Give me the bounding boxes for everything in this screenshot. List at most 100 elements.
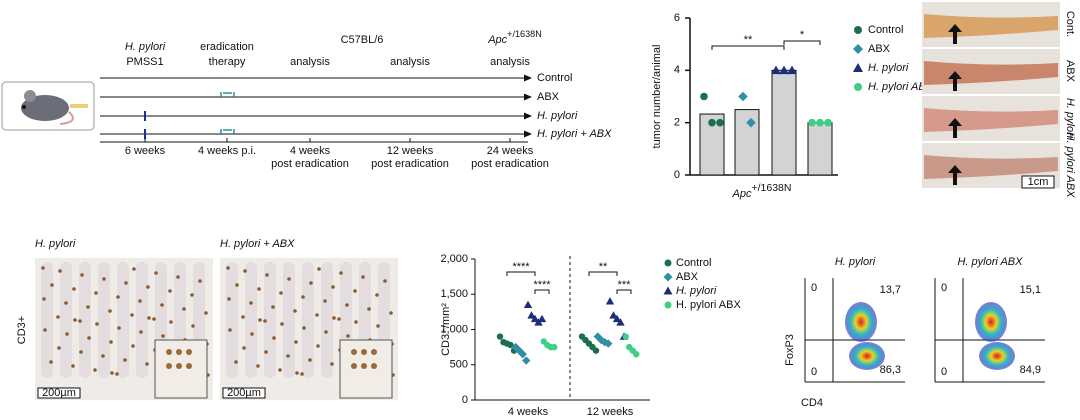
x-tick-label: 4 weeks bbox=[508, 406, 549, 418]
sig-bracket bbox=[783, 40, 821, 45]
cell bbox=[102, 277, 106, 281]
legend-marker bbox=[854, 26, 862, 34]
data-point bbox=[604, 339, 613, 348]
cell bbox=[280, 322, 284, 326]
cell bbox=[235, 283, 239, 287]
legend-label: ABX bbox=[676, 271, 699, 283]
villus bbox=[79, 262, 91, 378]
cell bbox=[138, 299, 142, 303]
data-point bbox=[716, 118, 724, 127]
legend-label: ABX bbox=[868, 43, 891, 55]
time-label: 12 weeks bbox=[387, 145, 434, 157]
villus bbox=[321, 262, 333, 378]
data-point bbox=[616, 318, 625, 326]
cell bbox=[86, 305, 90, 309]
data-point bbox=[527, 311, 536, 319]
data-point bbox=[746, 117, 756, 128]
cell bbox=[361, 363, 367, 369]
time-label: post eradication bbox=[271, 158, 349, 170]
y-axis-title: CD3⁺/mm² bbox=[440, 303, 452, 356]
y-tick-label: 2,000 bbox=[440, 253, 468, 265]
cell bbox=[309, 281, 313, 285]
data-point bbox=[496, 333, 504, 340]
cell bbox=[186, 363, 192, 369]
cell bbox=[337, 317, 341, 321]
cell bbox=[330, 362, 334, 366]
inset bbox=[154, 339, 208, 399]
y-tick-label: 1,000 bbox=[440, 323, 468, 335]
cell bbox=[110, 371, 114, 375]
y-tick-label: 6 bbox=[674, 12, 680, 24]
scale-label: 1cm bbox=[1028, 176, 1049, 188]
legend-label: H. pylori ABX bbox=[868, 81, 934, 93]
group-label: Control bbox=[537, 72, 572, 84]
therapy-bracket bbox=[220, 129, 235, 135]
cell bbox=[191, 324, 195, 328]
scale-label: 200µm bbox=[227, 387, 261, 399]
cell bbox=[131, 344, 135, 348]
cell bbox=[50, 283, 54, 287]
x-axis-title: Apc+/1638N bbox=[732, 182, 792, 200]
cell bbox=[146, 285, 150, 289]
data-point bbox=[779, 65, 789, 75]
cell bbox=[166, 349, 172, 355]
cell bbox=[145, 362, 149, 366]
scale-box bbox=[37, 387, 81, 399]
panel-title: H. pylori bbox=[835, 256, 876, 268]
cell bbox=[265, 273, 269, 277]
cell bbox=[124, 281, 128, 285]
cell bbox=[351, 349, 357, 355]
y-axis-title: FoxP3 bbox=[784, 334, 796, 366]
sig-bracket bbox=[711, 45, 785, 50]
data-point bbox=[622, 333, 629, 340]
cell bbox=[139, 330, 143, 334]
data-point bbox=[700, 92, 708, 101]
sig-label: * bbox=[800, 29, 805, 41]
legend-marker bbox=[663, 286, 673, 295]
cell bbox=[256, 364, 260, 368]
data-point bbox=[605, 297, 615, 305]
cell bbox=[228, 328, 232, 332]
cell bbox=[56, 315, 60, 319]
scale-box bbox=[1021, 175, 1055, 189]
photo-label: H. pylori ABX bbox=[1064, 132, 1076, 198]
y-tick-label: 2 bbox=[674, 117, 680, 129]
legend-marker bbox=[854, 83, 862, 91]
villus bbox=[283, 262, 295, 378]
villus bbox=[226, 262, 238, 378]
data-point bbox=[537, 314, 547, 323]
arrow-head bbox=[524, 112, 532, 120]
sig-label: ** bbox=[599, 261, 608, 273]
cell bbox=[93, 368, 97, 372]
cell bbox=[345, 303, 349, 307]
time-label: 4 weeks bbox=[290, 145, 331, 157]
data-point bbox=[551, 343, 558, 351]
cell bbox=[376, 324, 380, 328]
cell bbox=[79, 350, 83, 354]
bar bbox=[734, 109, 760, 176]
cell bbox=[346, 334, 350, 338]
cell bbox=[161, 334, 165, 338]
cell bbox=[101, 354, 105, 358]
cell bbox=[324, 330, 328, 334]
cell bbox=[371, 349, 377, 355]
cell bbox=[279, 291, 283, 295]
data-point bbox=[633, 350, 640, 358]
cell bbox=[108, 309, 112, 313]
mouse-icon bbox=[1, 81, 95, 131]
cell bbox=[315, 313, 319, 317]
cell bbox=[57, 346, 61, 350]
therapy-bracket bbox=[220, 92, 235, 98]
legend-label: H. pylori bbox=[868, 62, 909, 74]
cell bbox=[242, 346, 246, 350]
quadrant-value: 15,1 bbox=[1020, 284, 1041, 296]
cell bbox=[186, 349, 192, 355]
cell bbox=[130, 313, 134, 317]
legend-label: H. pylori ABX bbox=[676, 299, 741, 311]
time-label: 24 weeks bbox=[487, 145, 534, 157]
data-point bbox=[523, 300, 533, 309]
genotype: Apc+/1638N bbox=[487, 29, 542, 46]
cell bbox=[351, 363, 357, 369]
genotype-base: Apc bbox=[487, 34, 507, 46]
cell bbox=[87, 336, 91, 340]
